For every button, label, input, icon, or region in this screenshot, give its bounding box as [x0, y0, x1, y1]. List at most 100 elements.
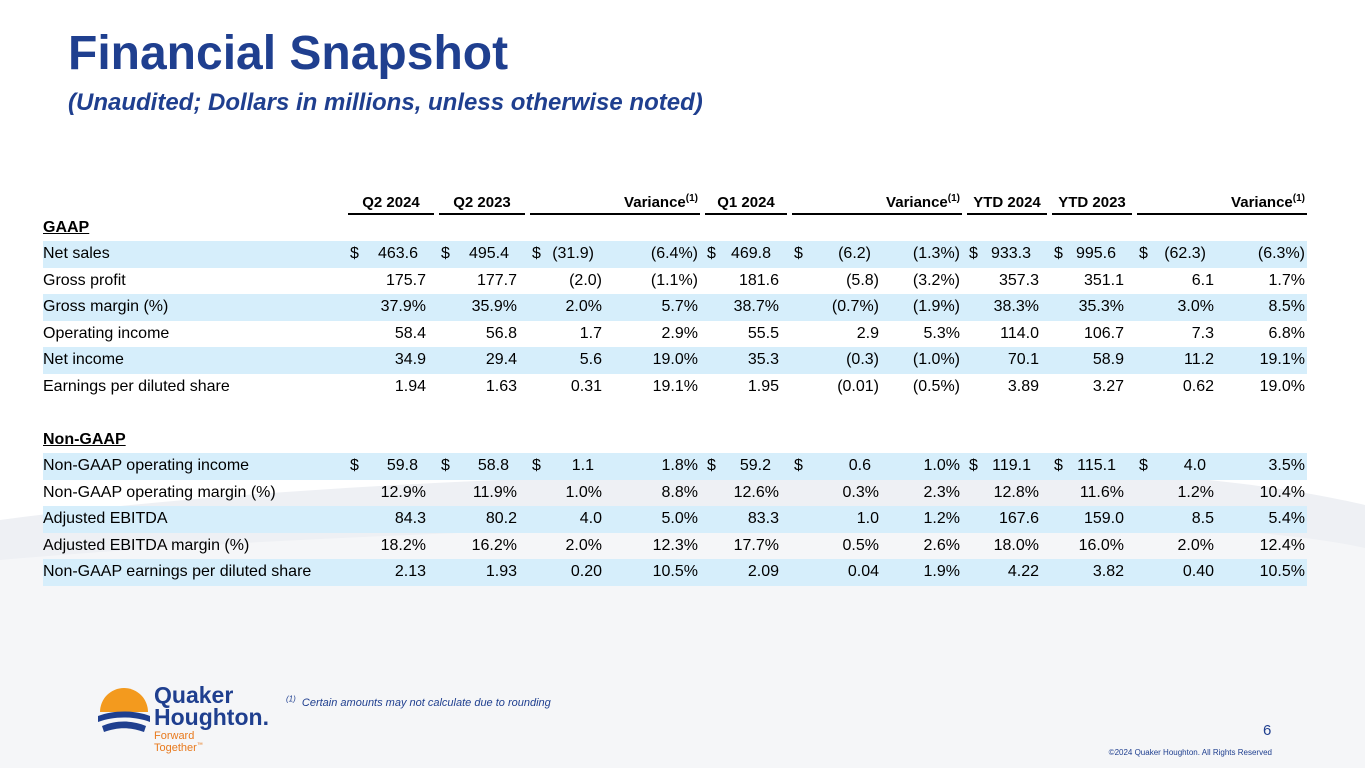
table-cell-v1p: (1.1%) — [650, 271, 698, 289]
table-cell-q2-24: 1.94 — [394, 377, 426, 395]
currency-symbol: $ — [350, 457, 359, 475]
company-logo: Quaker Houghton. Forward Together™ — [94, 680, 269, 754]
col-header-variance-q1: Variance(1) — [792, 188, 962, 215]
currency-symbol: $ — [532, 457, 541, 475]
table-cell-y24: 114.0 — [1000, 324, 1039, 342]
table-cell-y23: 35.3% — [1052, 294, 1132, 321]
table-row: Adjusted EBITDA 84.3 80.2 4.0 5.0% 83.3 1.0 1.2… — [43, 506, 1307, 533]
page-number: 6 — [1263, 722, 1272, 739]
table-cell-v1: 5.6 — [530, 347, 610, 374]
currency-symbol: $ — [532, 245, 541, 263]
table-cell-y23: $995.6 — [1052, 241, 1132, 268]
table-cell-q2-24: 12.9% — [380, 483, 426, 501]
table-row: Non-GAAP operating margin (%) 12.9% 11.9% 1… — [43, 480, 1307, 507]
table-cell-q2-24: $59.8 — [348, 453, 434, 480]
table-cell-q1-24: 181.6 — [738, 271, 779, 289]
table-cell-y24: $933.3 — [967, 241, 1047, 268]
table-cell-v3: 0.62 — [1182, 377, 1214, 395]
row-label: Non-GAAP operating income — [43, 453, 348, 480]
col-header-q1-2024: Q1 2024 — [705, 188, 787, 215]
table-cell-y23: 3.82 — [1052, 559, 1132, 586]
table-cell-v1: 2.0% — [565, 536, 602, 554]
table-cell-v3: 0.40 — [1137, 559, 1222, 586]
table-cell-q1-24: 83.3 — [705, 506, 787, 533]
table-row: Non-GAAP earnings per diluted share 2.13 1… — [43, 559, 1307, 586]
table-cell-q2-24: 58.4 — [394, 324, 426, 342]
table-cell-y23: 159.0 — [1052, 506, 1132, 533]
table-cell-v2p: 1.2% — [887, 506, 962, 533]
logo-text-line2: Houghton. — [154, 704, 269, 730]
table-cell-y24: $119.1 — [967, 453, 1047, 480]
currency-symbol: $ — [441, 245, 450, 263]
table-cell-q2-23: 35.9% — [439, 294, 525, 321]
currency-symbol: $ — [441, 457, 450, 475]
table-cell-y24: 4.22 — [967, 559, 1047, 586]
table-cell-v2: (5.8) — [846, 271, 879, 289]
table-row: Net sales $463.6 $495.4 $ (31.9) (6.4%) $469.8… — [43, 241, 1307, 268]
table-row: Gross margin (%) 37.9% 35.9% 2.0% 5.7% 38.7%(… — [43, 294, 1307, 321]
table-cell-q1-24: $469.8 — [705, 241, 787, 268]
table-cell-q1-24: 17.7% — [733, 536, 779, 554]
table-cell-v2: 2.9 — [856, 324, 879, 342]
table-cell-v2: (0.3) — [792, 347, 887, 374]
table-cell-v2: 0.04 — [792, 559, 887, 586]
table-cell-v1p: 8.8% — [661, 483, 698, 501]
row-label: Adjusted EBITDA — [43, 506, 348, 533]
table-cell-v3: 11.2 — [1137, 347, 1222, 374]
table-cell-v1: 0.20 — [530, 559, 610, 586]
table-cell-v3p: 10.5% — [1222, 559, 1307, 586]
currency-symbol: $ — [969, 457, 978, 475]
table-cell-v1: 2.0% — [530, 294, 610, 321]
section-header-non-gaap: Non-GAAP — [43, 427, 1307, 454]
table-cell-v2p: 2.6% — [923, 536, 960, 554]
table-cell-v1: (2.0) — [569, 271, 602, 289]
table-cell-v3p: 12.4% — [1259, 536, 1305, 554]
currency-symbol: $ — [707, 457, 716, 475]
table-cell-v3: 1.2% — [1177, 483, 1214, 501]
table-cell-v3p: 19.0% — [1259, 377, 1305, 395]
section-label: GAAP — [43, 218, 90, 236]
table-cell-y23: 58.9 — [1052, 347, 1132, 374]
financial-table: Q2 2024 Q2 2023 Variance(1) Q1 2024 Vari… — [43, 188, 1307, 586]
row-label: Non-GAAP operating margin (%) — [43, 483, 276, 501]
page-subtitle: (Unaudited; Dollars in millions, unless … — [68, 89, 703, 116]
table-cell-v3: 3.0% — [1137, 294, 1222, 321]
currency-symbol: $ — [1139, 245, 1148, 263]
table-cell-v2p: 5.3% — [923, 324, 960, 342]
table-cell-y24: 3.89 — [1007, 377, 1039, 395]
table-cell-q2-24: 84.3 — [348, 506, 434, 533]
table-cell-q1-24: 35.3 — [705, 347, 787, 374]
table-row: Net income 34.9 29.4 5.6 19.0% 35.3 (0.3) (1.0%… — [43, 347, 1307, 374]
table-cell-v3: 7.3 — [1191, 324, 1214, 342]
section-label: Non-GAAP — [43, 430, 126, 448]
col-header-ytd-2023: YTD 2023 — [1052, 188, 1132, 215]
table-cell-q2-24: 18.2% — [380, 536, 426, 554]
table-cell-v3: $4.0 — [1137, 453, 1222, 480]
table-cell-v3: 2.0% — [1177, 536, 1214, 554]
table-cell-v2: (0.01) — [837, 377, 879, 395]
table-cell-v1p: 5.7% — [610, 294, 700, 321]
table-cell-q2-23: 1.63 — [485, 377, 517, 395]
table-cell-v1p: (6.4%) — [610, 241, 700, 268]
section-header-gaap: GAAP — [43, 215, 1307, 242]
currency-symbol: $ — [707, 245, 716, 263]
spacer-row — [43, 400, 1307, 427]
table-cell-q2-23: 16.2% — [471, 536, 517, 554]
table-cell-q2-23: 56.8 — [485, 324, 517, 342]
table-cell-v1: 0.31 — [570, 377, 602, 395]
table-row: Adjusted EBITDA margin (%) 18.2% 16.2% 2.0%… — [43, 533, 1307, 560]
table-cell-q1-24: 38.7% — [705, 294, 787, 321]
table-cell-q2-24: 34.9 — [348, 347, 434, 374]
table-cell-v3p: 6.8% — [1268, 324, 1305, 342]
table-cell-v3p: 8.5% — [1222, 294, 1307, 321]
table-cell-v1: $ (31.9) — [530, 241, 610, 268]
logo-tagline: Forward Together™ — [154, 730, 203, 754]
table-row: Earnings per diluted share 1.94 1.63 0.31 19… — [43, 374, 1307, 401]
table-cell-v1p: 10.5% — [610, 559, 700, 586]
table-cell-q2-23: 177.7 — [476, 271, 517, 289]
table-cell-v2p: (1.0%) — [887, 347, 962, 374]
table-cell-v2: $ (6.2) — [792, 241, 887, 268]
currency-symbol: $ — [969, 245, 978, 263]
currency-symbol: $ — [1054, 457, 1063, 475]
table-cell-v2: 0.3% — [842, 483, 879, 501]
